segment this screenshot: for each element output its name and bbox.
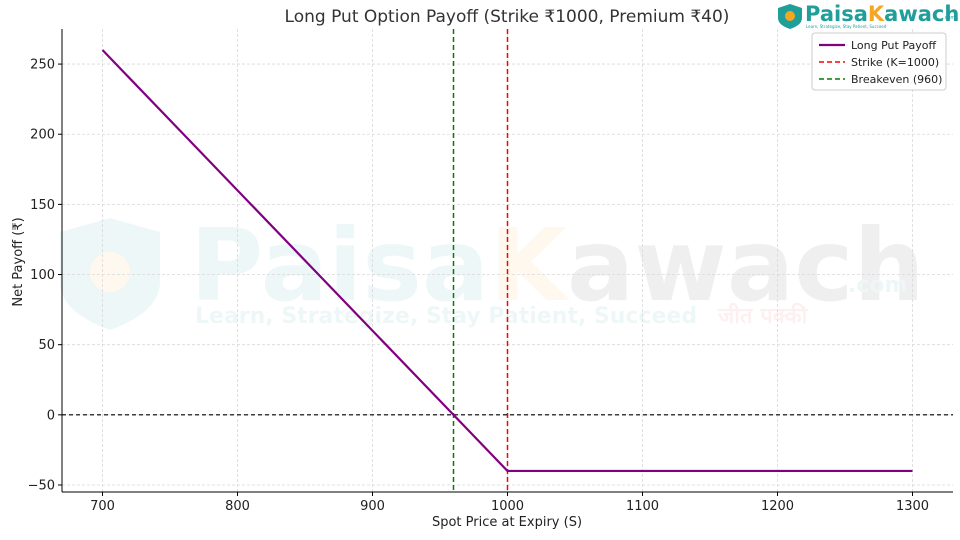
chart-title: Long Put Option Payoff (Strike ₹1000, Pr… xyxy=(285,7,730,27)
y-tick-label-50: 50 xyxy=(38,338,55,353)
watermark-tagline: Learn, Strategize, Stay Patient, Succeed xyxy=(195,304,697,329)
x-tick-label-1000: 1000 xyxy=(491,499,524,514)
x-tick-label-1200: 1200 xyxy=(761,499,794,514)
watermark-brand: PaisaKawach xyxy=(190,207,925,324)
x-tick-label-700: 700 xyxy=(90,499,115,514)
x-tick-label-1100: 1100 xyxy=(626,499,659,514)
watermark-suffix: .com xyxy=(848,273,907,298)
logo-brand: PaisaKawach xyxy=(805,2,959,26)
watermark-brand-part1: Paisa xyxy=(190,207,489,324)
legend-box xyxy=(811,32,947,91)
series-group xyxy=(101,49,913,473)
logo-suffix: .com xyxy=(943,15,955,21)
logo-tagline: Learn, Strategize, Stay Patient, Succeed xyxy=(806,24,887,29)
watermark-shield-icon xyxy=(60,218,160,330)
legend-items: Long Put Payoff Strike (K=1000) Breakeven … xyxy=(819,39,942,86)
x-tick-labels: 700 800 900 1000 1100 1200 1300 xyxy=(90,499,929,514)
legend-label-strike-k-1000: Strike (K=1000) xyxy=(851,56,939,69)
y-tick-label-100: 100 xyxy=(30,268,55,283)
watermark-coin-icon xyxy=(90,252,130,292)
y-tick-label-200: 200 xyxy=(30,128,55,143)
logo-coin-icon xyxy=(785,11,795,21)
logo-brand-part2: K xyxy=(868,2,885,26)
series-line-long-put-payoff xyxy=(101,49,913,473)
y-tick-label-0: 0 xyxy=(47,408,55,423)
x-tick-label-800: 800 xyxy=(225,499,250,514)
y-tick-label-250: 250 xyxy=(30,58,55,73)
y-tick-labels: −50 0 50 100 150 200 250 xyxy=(28,58,55,494)
y-axis-label: Net Payoff (₹) xyxy=(11,217,26,306)
watermark-hindi: जीत पक्की xyxy=(717,302,809,329)
legend-label-breakeven-960: Breakeven (960) xyxy=(851,73,942,86)
logo-brand-part1: Paisa xyxy=(805,2,868,26)
logo: PaisaKawach .com Learn, Strategize, Stay… xyxy=(778,2,959,29)
legend-label-long-put-payoff: Long Put Payoff xyxy=(851,39,936,52)
legend: Long Put Payoff Strike (K=1000) Breakeven … xyxy=(811,32,947,91)
watermark-brand-part2: K xyxy=(489,207,570,324)
watermark-brand-part3: awach xyxy=(567,207,925,324)
y-tick-label--50: −50 xyxy=(28,478,55,493)
x-axis-label: Spot Price at Expiry (S) xyxy=(432,515,582,530)
y-tick-label-150: 150 xyxy=(30,198,55,213)
watermark: PaisaKawach .com Learn, Strategize, Stay… xyxy=(60,207,925,330)
logo-brand-part3: awach xyxy=(884,2,959,26)
x-tick-label-900: 900 xyxy=(360,499,385,514)
x-tick-label-1300: 1300 xyxy=(896,499,929,514)
